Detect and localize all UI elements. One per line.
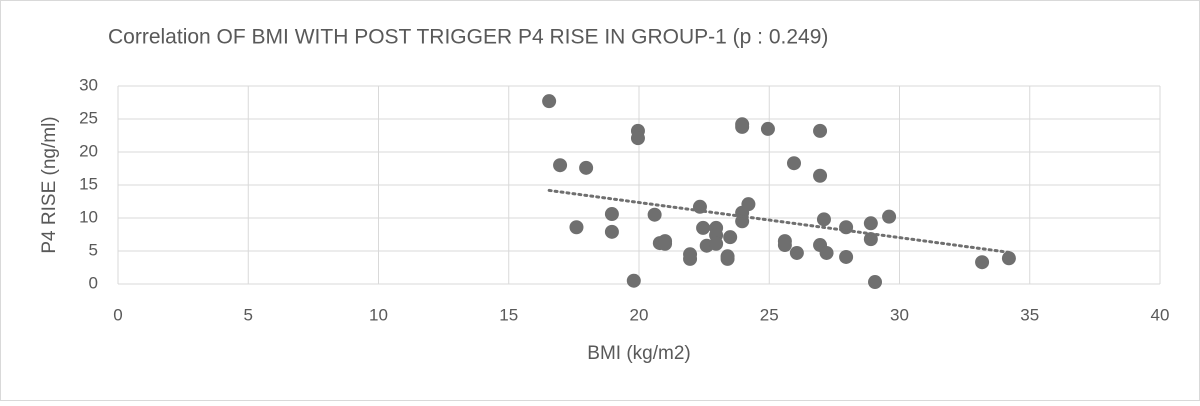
point <box>553 158 568 173</box>
point <box>579 160 594 175</box>
y-tick-label: 0 <box>89 273 98 292</box>
x-tick-label: 40 <box>1151 305 1170 324</box>
x-axis-label: BMI (kg/m2) <box>587 343 690 364</box>
x-tick-label: 20 <box>630 305 649 324</box>
x-tick-label: 35 <box>1020 305 1039 324</box>
point <box>777 238 792 253</box>
point <box>569 220 584 235</box>
point <box>839 249 854 264</box>
point <box>542 94 557 109</box>
point <box>813 123 828 138</box>
point <box>863 216 878 231</box>
x-tick-label: 15 <box>499 305 518 324</box>
point <box>975 255 990 270</box>
point <box>1001 251 1016 266</box>
point <box>647 207 662 222</box>
point <box>709 236 724 251</box>
point <box>863 232 878 247</box>
point <box>696 220 711 235</box>
point <box>741 197 756 212</box>
y-tick-label: 10 <box>79 207 98 226</box>
point <box>813 168 828 183</box>
y-tick-label: 5 <box>89 240 98 259</box>
x-tick-label: 0 <box>113 305 122 324</box>
point <box>658 236 673 251</box>
point <box>604 224 619 239</box>
point <box>786 156 801 171</box>
chart-title: Correlation OF BMI WITH POST TRIGGER P4 … <box>108 26 828 49</box>
point <box>626 273 641 288</box>
point <box>882 209 897 224</box>
point <box>720 249 735 264</box>
x-tick-label: 25 <box>760 305 779 324</box>
point <box>868 275 883 290</box>
y-tick-label: 15 <box>79 174 98 193</box>
y-tick-label: 30 <box>79 75 98 94</box>
trendline <box>547 188 1011 254</box>
y-tick-label: 25 <box>79 108 98 127</box>
point <box>630 131 645 146</box>
y-axis-label: P4 RISE (ng/ml) <box>39 116 60 253</box>
point <box>760 121 775 136</box>
point <box>839 220 854 235</box>
point <box>735 119 750 134</box>
x-tick-label: 10 <box>369 305 388 324</box>
y-tick-label: 20 <box>79 141 98 160</box>
x-tick-label: 30 <box>890 305 909 324</box>
point <box>604 207 619 222</box>
point <box>789 245 804 260</box>
point <box>683 251 698 266</box>
x-tick-label: 5 <box>244 305 253 324</box>
point <box>819 245 834 260</box>
point <box>723 230 738 245</box>
point <box>816 212 831 227</box>
